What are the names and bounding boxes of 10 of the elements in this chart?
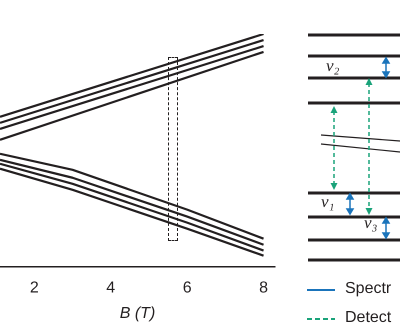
text: Detect — [345, 309, 392, 326]
x-tick-label: 6 — [182, 280, 192, 297]
x-tick-label: 4 — [106, 280, 116, 297]
text: Spectr — [345, 280, 392, 297]
text: ν₂ — [326, 56, 340, 75]
text: ν₃ — [364, 213, 378, 232]
text: ν₁ — [321, 192, 334, 211]
x-axis-title: B (T) — [120, 304, 156, 322]
x-tick-label: 2 — [30, 280, 39, 297]
x-tick-label: 8 — [259, 280, 268, 297]
